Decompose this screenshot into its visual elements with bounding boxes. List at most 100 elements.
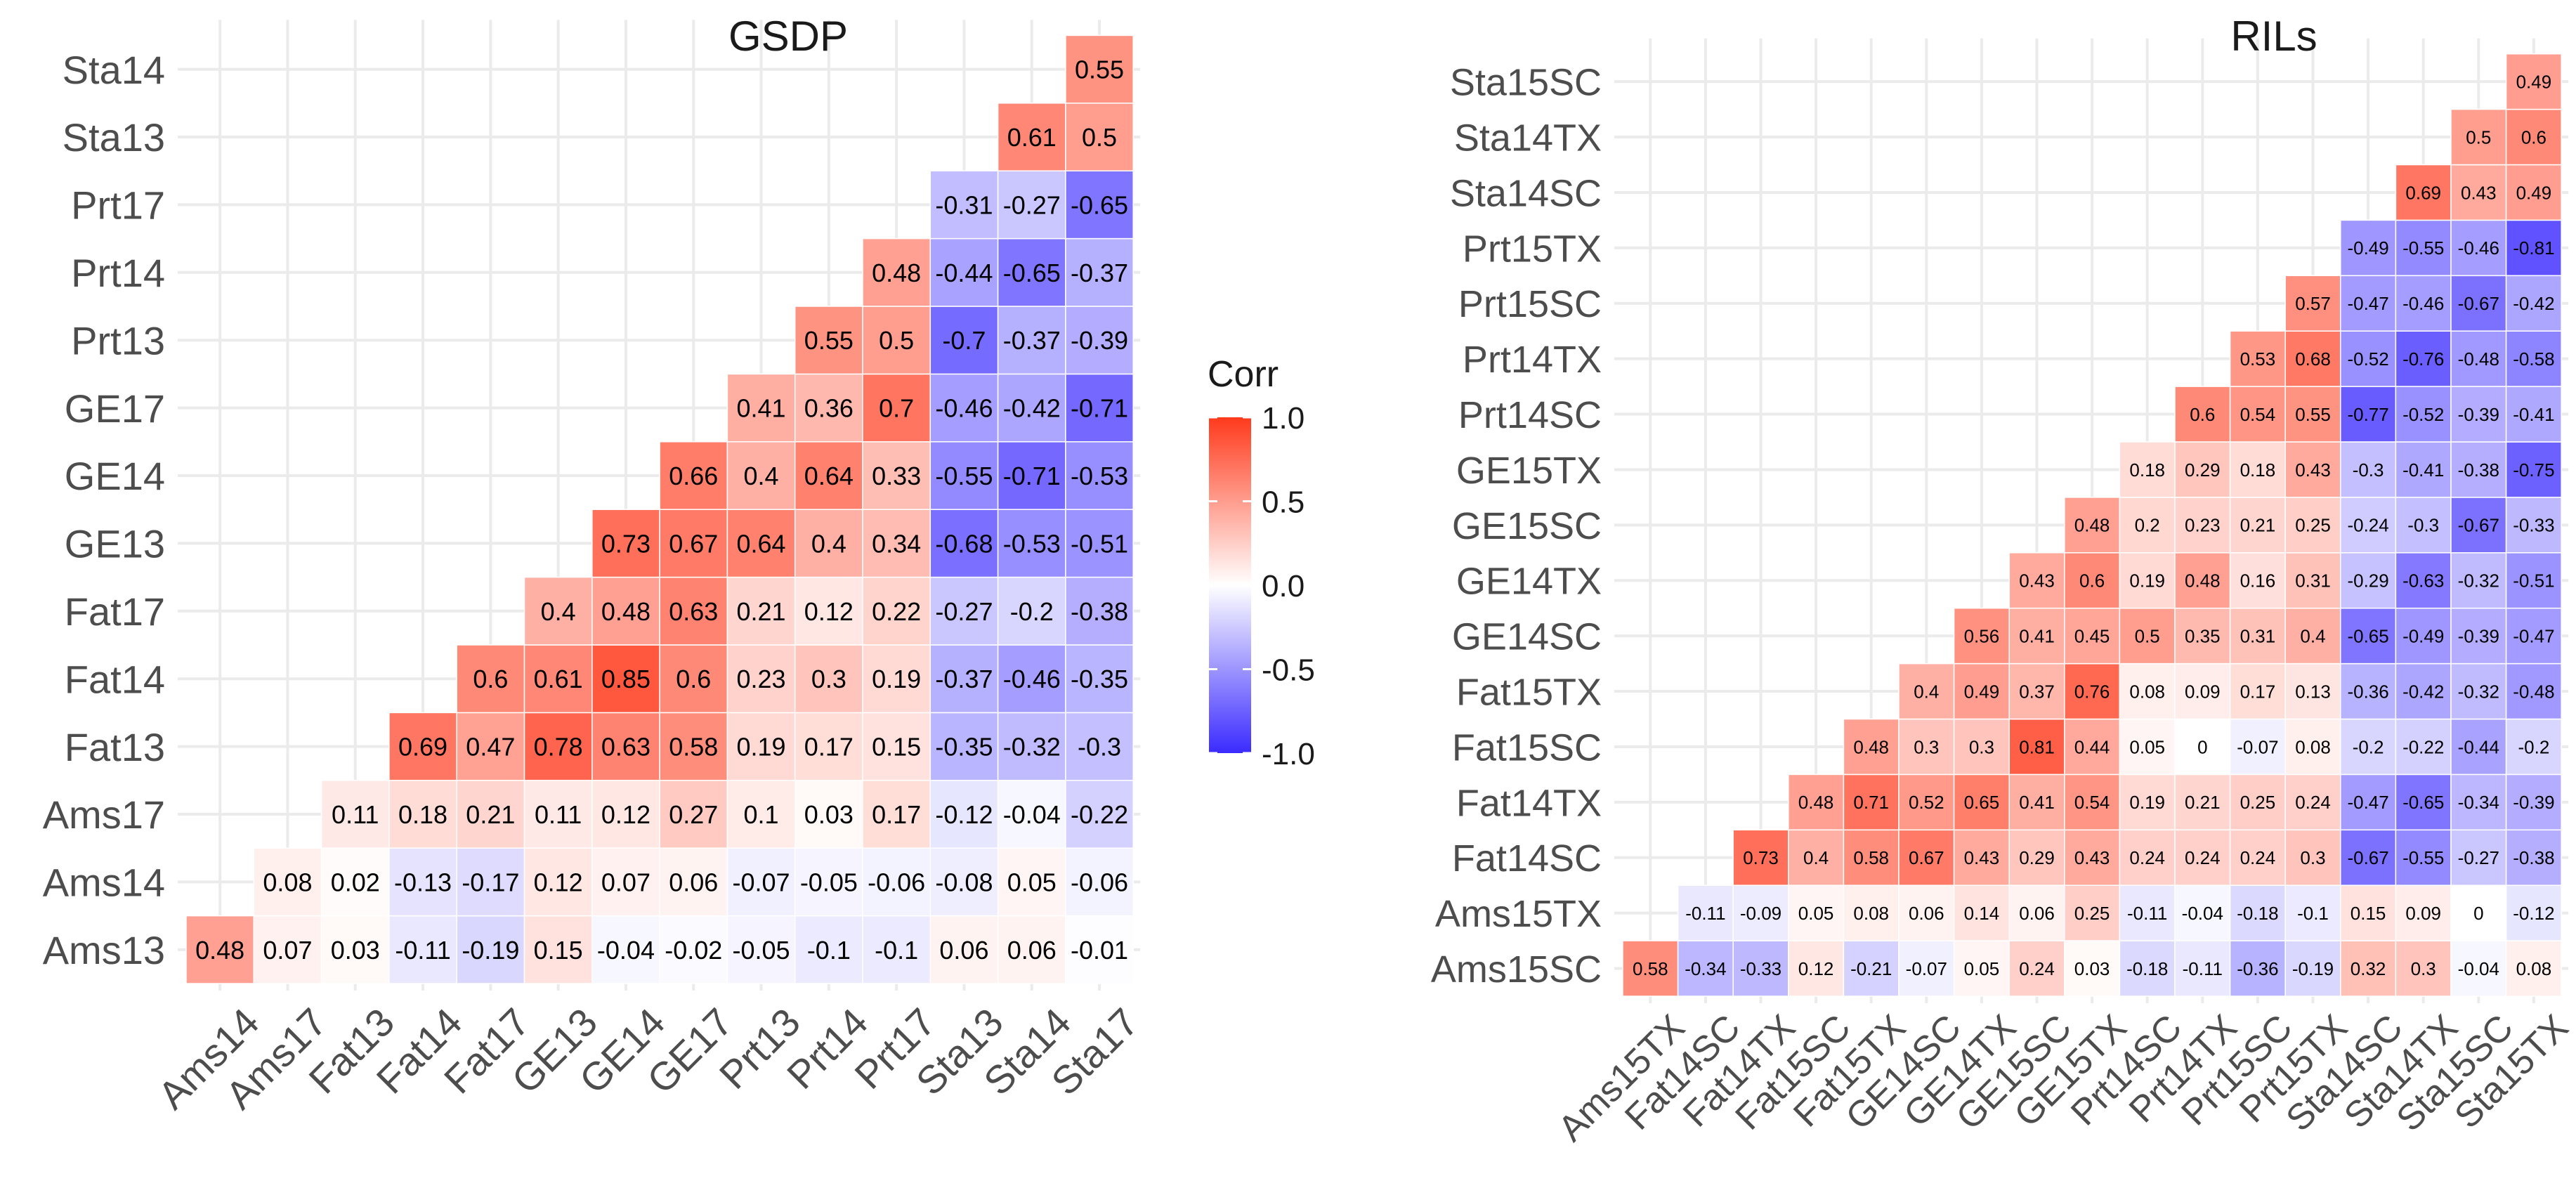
cell-value-label: 0.43 xyxy=(2019,570,2055,592)
cell-value-label: -0.52 xyxy=(2402,404,2444,425)
cell-value-label: 0.61 xyxy=(534,665,583,693)
y-tick-label: Fat14SC xyxy=(1452,837,1602,880)
heatmap-cell xyxy=(929,441,999,510)
cell-value-label: -0.2 xyxy=(2353,736,2384,757)
heatmap-cell xyxy=(1732,884,1789,941)
cell-value-label: 0.17 xyxy=(804,733,854,762)
heatmap-cell xyxy=(997,103,1066,171)
cell-value-label: 0.48 xyxy=(1798,792,1834,813)
cell-value-label: 0.29 xyxy=(2185,459,2221,481)
heatmap-cell xyxy=(1843,718,1900,776)
cell-value-label: -0.18 xyxy=(2126,958,2168,979)
cell-value-label: 0.65 xyxy=(1964,792,2000,813)
cell-value-label: -0.04 xyxy=(597,936,655,965)
cell-value-label: 0.18 xyxy=(398,800,447,829)
legend-tick-label: -0.5 xyxy=(1262,653,1315,688)
cell-value-label: -0.55 xyxy=(935,462,993,490)
heatmap-cell xyxy=(862,712,931,781)
cell-value-label: 0.24 xyxy=(2240,847,2276,868)
heatmap-cell xyxy=(862,237,931,307)
cell-value-label: 0 xyxy=(2473,903,2483,924)
heatmap-cell xyxy=(997,170,1066,240)
heatmap-cell xyxy=(997,847,1066,917)
cell-value-label: 0.03 xyxy=(804,800,854,829)
heatmap-cell xyxy=(2505,219,2562,277)
panel-title: GSDP xyxy=(728,13,848,60)
heatmap-cell xyxy=(1065,576,1134,646)
heatmap-cell xyxy=(1065,441,1134,510)
cell-value-label: -0.65 xyxy=(1071,190,1128,219)
cell-value-label: -0.06 xyxy=(868,868,925,896)
heatmap-cell xyxy=(1788,940,1845,997)
heatmap-cell xyxy=(929,847,999,917)
cell-value-label: 0.4 xyxy=(1803,847,1829,868)
cell-value-label: 0.49 xyxy=(1964,681,2000,702)
legend-tick-label: 0.0 xyxy=(1262,569,1305,603)
heatmap-cell xyxy=(1953,607,2010,665)
heatmap-cell xyxy=(2064,940,2121,997)
cell-value-label: 0.35 xyxy=(2185,626,2221,647)
cell-value-label: -0.38 xyxy=(2513,847,2554,868)
cell-value-label: 0.67 xyxy=(669,529,718,558)
heatmap-cell xyxy=(2174,829,2231,886)
cell-value-label: -0.31 xyxy=(935,190,993,219)
y-tick-label: Prt14SC xyxy=(1458,394,1602,436)
cell-value-label: -0.47 xyxy=(2513,626,2554,647)
cell-value-label: 0.6 xyxy=(676,665,711,693)
heatmap-cell xyxy=(2284,940,2341,997)
cell-value-label: 0.05 xyxy=(1007,868,1057,896)
cell-value-label: 0.63 xyxy=(669,597,718,626)
cell-value-label: -0.19 xyxy=(462,936,519,965)
cell-value-label: 0.15 xyxy=(534,936,583,965)
heatmap-cell xyxy=(2064,829,2121,886)
heatmap-cell xyxy=(2229,940,2286,997)
heatmap-cell xyxy=(1732,829,1789,886)
cell-value-label: 0.32 xyxy=(2351,958,2386,979)
cell-value-label: 0.09 xyxy=(2405,903,2441,924)
heatmap-cell xyxy=(659,644,728,714)
cell-value-label: 0.4 xyxy=(541,597,576,626)
heatmap-cell xyxy=(2505,829,2562,886)
cell-value-label: -0.08 xyxy=(935,868,993,896)
heatmap-cell xyxy=(2284,662,2341,720)
heatmap-cell xyxy=(1065,103,1134,171)
heatmap-cell xyxy=(2284,497,2341,554)
y-tick-label: GE15SC xyxy=(1452,505,1602,547)
heatmap-cell xyxy=(862,644,931,714)
y-tick-label: Fat13 xyxy=(65,725,165,769)
cell-value-label: 0.07 xyxy=(601,868,650,896)
heatmap-cell xyxy=(2064,884,2121,941)
cell-value-label: -0.41 xyxy=(2402,459,2444,481)
heatmap-cell xyxy=(2340,275,2397,332)
heatmap-cell xyxy=(2450,718,2507,776)
heatmap-cell xyxy=(929,373,999,443)
cell-value-label: 0.48 xyxy=(195,936,244,965)
cell-value-label: -0.42 xyxy=(2402,681,2444,702)
heatmap-cell xyxy=(253,847,322,917)
cell-value-label: 0.43 xyxy=(1964,847,2000,868)
cell-value-label: 0.06 xyxy=(1909,903,1944,924)
cell-value-label: -0.12 xyxy=(935,800,993,829)
cell-value-label: 0.3 xyxy=(2300,847,2325,868)
cell-value-label: 0.4 xyxy=(2300,626,2325,647)
cell-value-label: -0.09 xyxy=(1740,903,1781,924)
cell-value-label: -0.02 xyxy=(665,936,722,965)
heatmap-cell xyxy=(1788,884,1845,941)
cell-value-label: 0.41 xyxy=(737,394,786,423)
heatmap-cell xyxy=(2229,441,2286,498)
cell-value-label: 0.3 xyxy=(1969,736,1994,757)
heatmap-cell xyxy=(2450,773,2507,831)
cell-value-label: -0.37 xyxy=(1071,259,1128,287)
heatmap-cell xyxy=(2229,884,2286,941)
cell-value-label: 0.29 xyxy=(2019,847,2055,868)
cell-value-label: -0.04 xyxy=(2182,903,2223,924)
cell-value-label: 0.33 xyxy=(872,462,921,490)
heatmap-cell xyxy=(2284,718,2341,776)
heatmap-cell xyxy=(2064,718,2121,776)
cell-value-label: -0.1 xyxy=(2297,903,2329,924)
cell-value-label: 0.11 xyxy=(535,800,582,829)
cell-value-label: 0.12 xyxy=(1798,958,1834,979)
cell-value-label: 0.25 xyxy=(2074,903,2110,924)
cell-value-label: 0.1 xyxy=(744,800,779,829)
cell-value-label: -0.47 xyxy=(2347,792,2388,813)
